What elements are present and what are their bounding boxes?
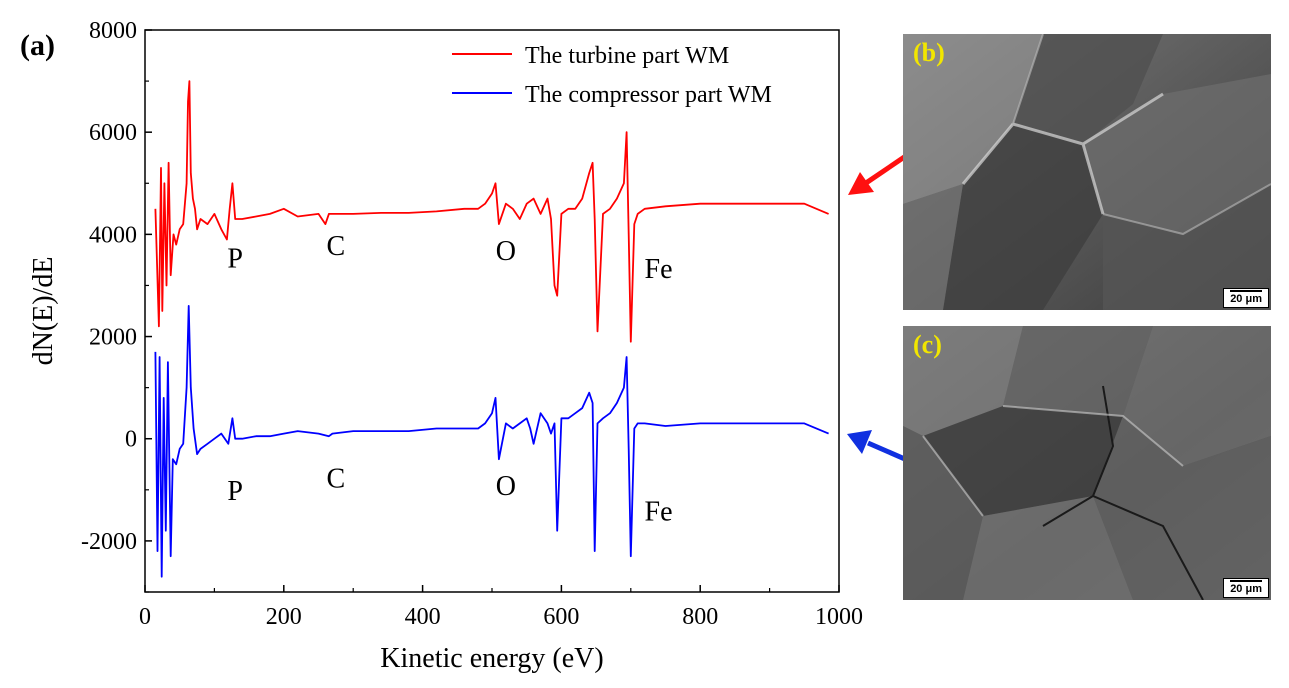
x-axis-label: Kinetic energy (eV) xyxy=(380,643,603,674)
x-tick-label-0: 0 xyxy=(139,604,151,630)
y-tick-label-3: 4000 xyxy=(89,222,137,248)
legend: The turbine part WM The compressor part … xyxy=(452,43,772,108)
legend-label-turbine: The turbine part WM xyxy=(525,43,729,69)
y-tick-label-2: 2000 xyxy=(89,325,137,351)
sem-image-c: (c) 20 μm xyxy=(903,326,1271,600)
y-tick-label-5: 8000 xyxy=(89,18,137,44)
y-tick-label-4: 6000 xyxy=(89,120,137,146)
annotations-group: P C O Fe P C O Fe xyxy=(227,231,672,528)
scalebar-c: 20 μm xyxy=(1223,578,1269,598)
annotation-fe-3: Fe xyxy=(645,254,673,285)
sem-image-b: (b) 20 μm xyxy=(903,34,1271,310)
x-tick-label-5: 1000 xyxy=(815,604,863,630)
series-group xyxy=(154,80,829,578)
scalebar-b-text: 20 μm xyxy=(1230,293,1262,305)
sem-texture-b xyxy=(903,34,1271,310)
series-line-0 xyxy=(154,80,829,343)
y-tick-label-0: -2000 xyxy=(81,529,137,555)
annotation-p-4: P xyxy=(227,476,243,507)
x-tick-label-1: 200 xyxy=(266,604,302,630)
panel-a-label: (a) xyxy=(20,29,55,62)
x-tick-label-3: 600 xyxy=(543,604,579,630)
x-tick-label-2: 400 xyxy=(405,604,441,630)
y-axis-label: dN(E)/dE xyxy=(28,257,59,366)
scalebar-c-text: 20 μm xyxy=(1230,583,1262,595)
scalebar-b: 20 μm xyxy=(1223,288,1269,308)
annotation-fe-7: Fe xyxy=(645,496,673,527)
plot-frame xyxy=(144,29,840,593)
y-tick-label-1: 0 xyxy=(125,427,137,453)
x-tick-label-4: 800 xyxy=(682,604,718,630)
annotation-c-5: C xyxy=(327,463,346,494)
ticks-group: 0 200 400 600 800 1000 -2000 0 2000 4000 6000 8000 xyxy=(81,18,863,630)
sem-texture-c xyxy=(903,326,1271,600)
legend-label-compressor: The compressor part WM xyxy=(525,82,772,108)
annotation-o-6: O xyxy=(496,471,516,502)
annotation-c-1: C xyxy=(327,231,346,262)
annotation-o-2: O xyxy=(496,236,516,267)
annotation-p-0: P xyxy=(227,244,243,275)
sem-label-b: (b) xyxy=(913,38,945,67)
sem-label-c: (c) xyxy=(913,330,942,359)
series-line-1 xyxy=(154,305,829,578)
